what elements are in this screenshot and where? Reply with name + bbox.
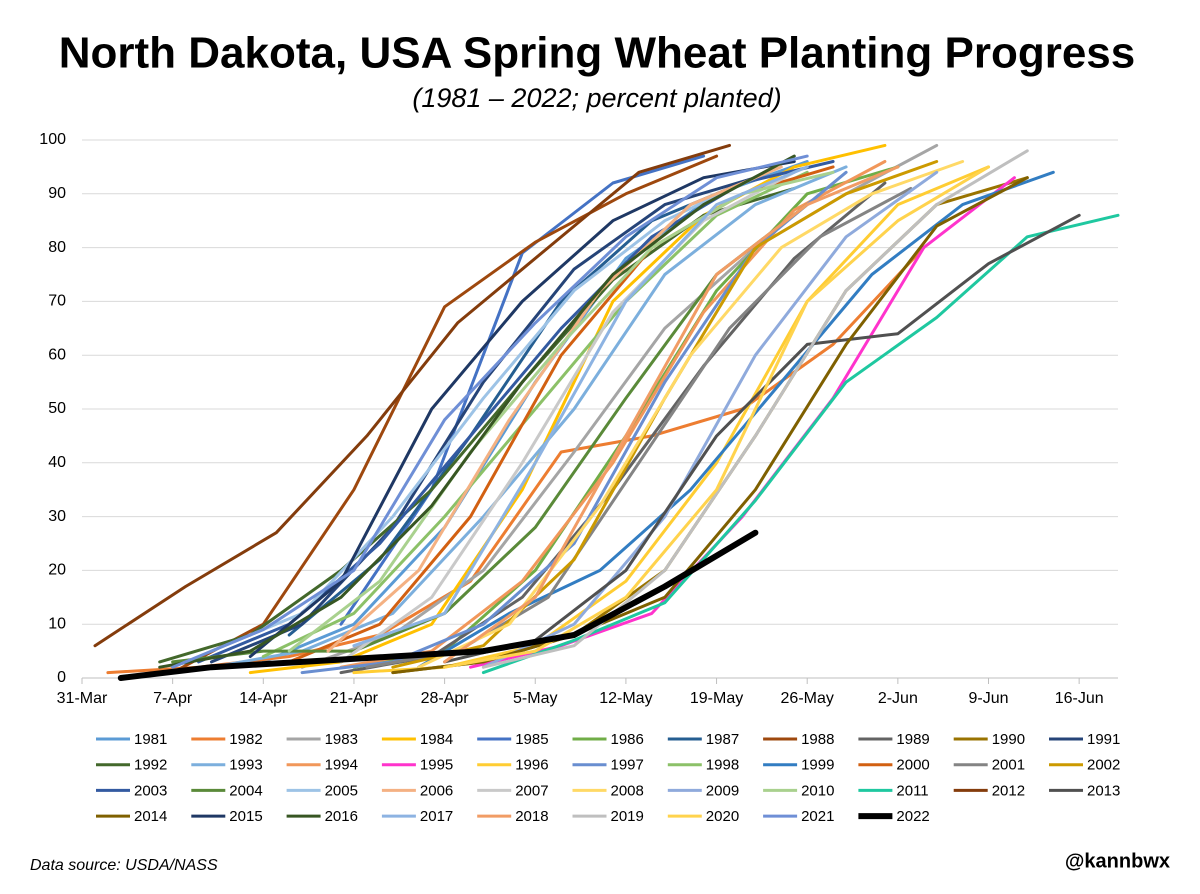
- legend-label: 2021: [801, 808, 834, 825]
- source-note: Data source: USDA/NASS: [30, 857, 218, 874]
- x-tick-label: 5-May: [513, 690, 557, 707]
- x-tick-label: 7-Apr: [153, 690, 193, 707]
- series-line: [326, 165, 783, 653]
- legend-label: 2006: [420, 782, 453, 799]
- series-line: [158, 154, 796, 669]
- y-tick-label: 70: [48, 293, 66, 310]
- chart-title: North Dakota, USA Spring Wheat Planting …: [59, 29, 1136, 78]
- legend-label: 1990: [992, 731, 1025, 748]
- legend-label: 1981: [134, 731, 167, 748]
- series-line: [481, 149, 1029, 669]
- series-line: [117, 529, 759, 681]
- legend-label: 1985: [515, 731, 548, 748]
- legend-label: 2019: [611, 808, 644, 825]
- x-tick-label: 28-Apr: [421, 690, 470, 707]
- series-line: [171, 203, 809, 664]
- y-tick-label: 60: [48, 346, 66, 363]
- series-line: [339, 170, 796, 664]
- y-tick-label: 20: [48, 562, 66, 579]
- legend-label: 1992: [134, 757, 167, 774]
- legend-label: 2020: [706, 808, 739, 825]
- y-tick-label: 30: [48, 508, 66, 525]
- series-line: [391, 160, 939, 669]
- x-tick-label: 26-May: [781, 690, 834, 707]
- legend-label: 1982: [229, 731, 262, 748]
- legend-label: 1991: [1087, 731, 1120, 748]
- x-tick-label: 14-Apr: [239, 690, 288, 707]
- legend-label: 2017: [420, 808, 453, 825]
- y-tick-label: 80: [48, 239, 66, 256]
- legend-label: 1989: [896, 731, 929, 748]
- legend-label: 2003: [134, 782, 167, 799]
- chart-subtitle: (1981 – 2022; percent planted): [412, 83, 781, 113]
- legend-label: 1986: [611, 731, 644, 748]
- series-line: [352, 165, 809, 648]
- legend-label: 1994: [325, 757, 358, 774]
- series-line: [210, 176, 757, 664]
- legend-label: 2008: [611, 782, 644, 799]
- legend-label: 2001: [992, 757, 1025, 774]
- x-tick-label: 12-May: [599, 690, 652, 707]
- series-line: [248, 160, 796, 658]
- y-tick-label: 10: [48, 615, 66, 632]
- x-tick-label: 31-Mar: [57, 690, 108, 707]
- legend-label: 1996: [515, 757, 548, 774]
- legend-label: 2015: [229, 808, 262, 825]
- y-tick-label: 90: [48, 185, 66, 202]
- x-tick-label: 2-Jun: [878, 690, 918, 707]
- legend-label: 2014: [134, 808, 167, 825]
- series-line: [171, 154, 809, 669]
- y-tick-label: 0: [57, 669, 66, 686]
- series-line: [210, 165, 848, 669]
- legend-label: 1993: [229, 757, 262, 774]
- x-tick-label: 16-Jun: [1055, 690, 1104, 707]
- credit: @kannbwx: [1065, 850, 1170, 872]
- series-line: [443, 213, 1081, 664]
- legend-label: 1995: [420, 757, 453, 774]
- legend-label: 2002: [1087, 757, 1120, 774]
- legend-label: 2000: [896, 757, 929, 774]
- series-line: [443, 165, 990, 669]
- legend-label: 2016: [325, 808, 358, 825]
- legend-label: 2012: [992, 782, 1025, 799]
- legend-label: 1983: [325, 731, 358, 748]
- legend-label: 2009: [706, 782, 739, 799]
- series-line: [417, 160, 965, 669]
- legend-label: 1988: [801, 731, 834, 748]
- legend-label: 1997: [611, 757, 644, 774]
- series-line: [339, 160, 887, 669]
- x-tick-label: 9-Jun: [968, 690, 1008, 707]
- series-line: [93, 143, 731, 648]
- series-line: [481, 170, 939, 669]
- legend-label: 1998: [706, 757, 739, 774]
- y-tick-label: 100: [39, 131, 66, 148]
- x-tick-label: 21-Apr: [330, 690, 379, 707]
- legend-label: 2011: [896, 782, 928, 799]
- legend-label: 2007: [515, 782, 548, 799]
- y-tick-label: 40: [48, 454, 66, 471]
- y-tick-label: 50: [48, 400, 66, 417]
- legend-label: 2022: [896, 808, 929, 825]
- legend-label: 2004: [229, 782, 262, 799]
- legend-label: 1999: [801, 757, 834, 774]
- series-line: [443, 165, 900, 664]
- legend-label: 2018: [515, 808, 548, 825]
- series-line: [417, 170, 1055, 669]
- legend-label: 1987: [706, 731, 739, 748]
- x-tick-label: 19-May: [690, 690, 743, 707]
- legend-label: 1984: [420, 731, 453, 748]
- legend-label: 2013: [1087, 782, 1120, 799]
- legend-label: 2005: [325, 782, 358, 799]
- legend-label: 2010: [801, 782, 834, 799]
